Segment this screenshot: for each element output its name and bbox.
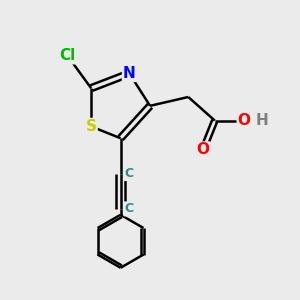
Text: Cl: Cl — [59, 48, 76, 63]
Text: C: C — [124, 167, 134, 180]
Text: N: N — [123, 66, 136, 81]
Text: C: C — [124, 202, 134, 215]
Text: O: O — [196, 142, 209, 158]
Text: H: H — [256, 113, 268, 128]
Text: S: S — [85, 119, 97, 134]
Text: O: O — [238, 113, 251, 128]
